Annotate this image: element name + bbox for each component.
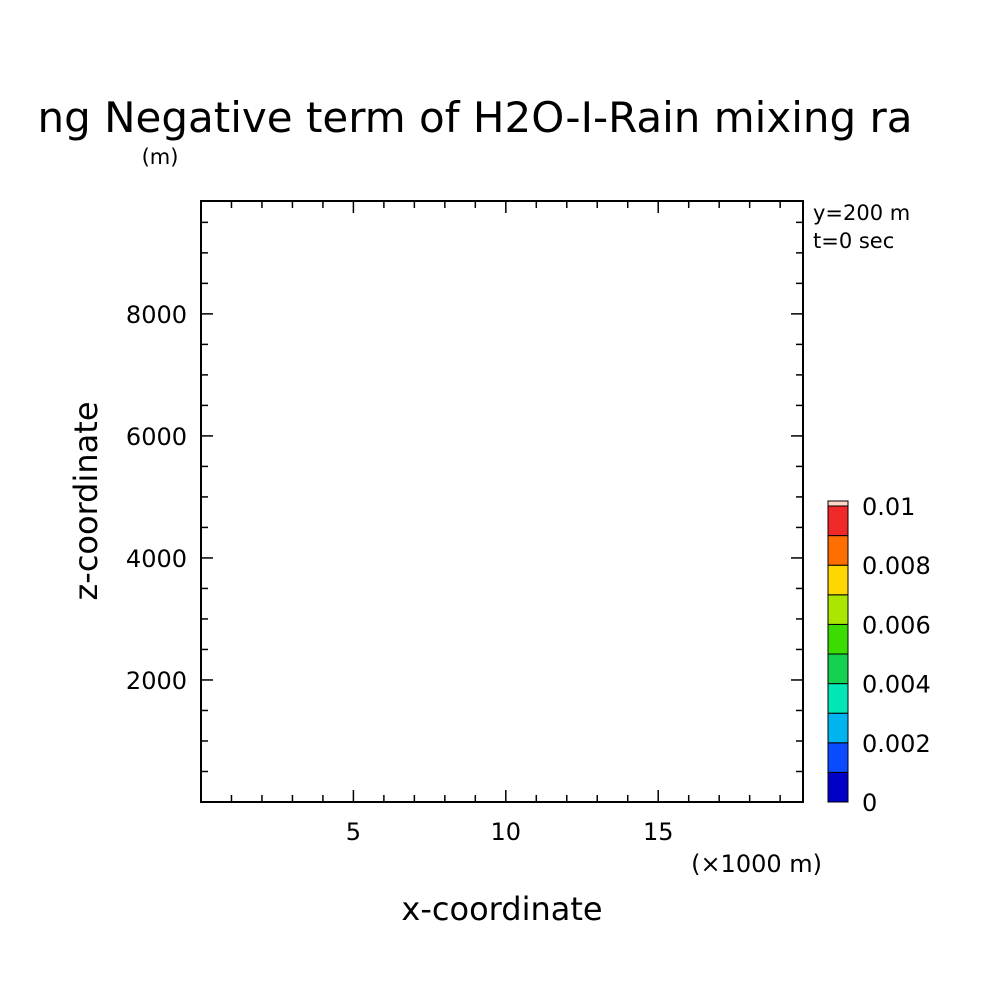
colorbar-swatch — [827, 535, 849, 566]
colorbar-tick-label: 0.006 — [862, 611, 931, 639]
x-tick-label: 5 — [346, 818, 361, 846]
colorbar-labels: 0 0.002 0.004 0.006 0.008 0.01 — [862, 493, 931, 817]
y-axis-ticks — [201, 221, 803, 773]
colorbar-tick-label: 0.004 — [862, 671, 931, 699]
colorbar-swatches — [827, 500, 849, 803]
y-tick-label: 6000 — [126, 423, 187, 451]
x-tick-label: 15 — [643, 818, 674, 846]
colorbar-swatch — [827, 594, 849, 625]
colorbar-overflow-cap — [827, 500, 849, 507]
x-axis-tick-labels: 5 10 15 — [346, 818, 674, 846]
y-axis-tick-labels: 2000 4000 6000 8000 — [126, 301, 187, 695]
x-axis-ticks — [230, 201, 781, 802]
colorbar-swatch — [827, 742, 849, 773]
info-line-y: y=200 m — [813, 201, 910, 225]
colorbar: 0 0.002 0.004 0.006 0.008 0.01 — [827, 493, 931, 817]
colorbar-tick-label: 0.008 — [862, 552, 931, 580]
plot-area: 5 10 15 2000 4000 6000 8000 — [126, 200, 804, 846]
colorbar-swatch — [827, 712, 849, 744]
colorbar-swatch — [827, 505, 849, 537]
title-unit: (m) — [142, 145, 179, 169]
chart-title: ng Negative term of H2O-I-Rain mixing ra — [37, 93, 912, 142]
colorbar-swatch — [827, 623, 849, 655]
colorbar-swatch — [827, 683, 849, 714]
plot-frame — [200, 200, 804, 803]
colorbar-tick-label: 0.01 — [862, 493, 915, 521]
y-tick-label: 4000 — [126, 545, 187, 573]
x-axis-label: x-coordinate — [401, 890, 602, 928]
info-box: y=200 m t=0 sec — [813, 201, 910, 253]
x-axis-unit-note: (×1000 m) — [691, 850, 822, 878]
x-tick-label: 10 — [491, 818, 522, 846]
y-axis-label: z-coordinate — [67, 401, 105, 600]
y-tick-label: 2000 — [126, 667, 187, 695]
colorbar-tick-label: 0 — [862, 789, 877, 817]
colorbar-tick-label: 0.002 — [862, 730, 931, 758]
colorbar-swatch — [827, 564, 849, 596]
colorbar-swatch — [827, 653, 849, 685]
colorbar-swatch — [827, 771, 849, 803]
info-line-t: t=0 sec — [813, 229, 894, 253]
y-tick-label: 8000 — [126, 301, 187, 329]
